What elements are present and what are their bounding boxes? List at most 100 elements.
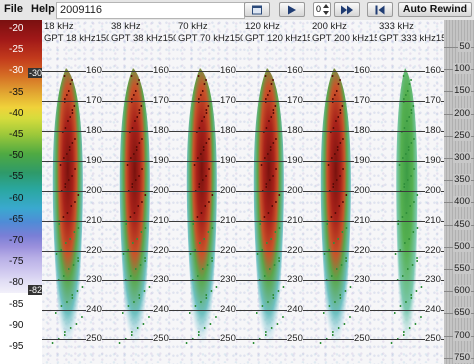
depth-label: 250: [354, 333, 370, 344]
axis-label: 650: [453, 307, 471, 319]
depth-line: [310, 310, 377, 311]
depth-line: [42, 161, 109, 162]
depth-label: 250: [153, 333, 169, 344]
color-scale-lower-marker[interactable]: -82: [28, 285, 44, 295]
axis-label: 100: [453, 63, 471, 75]
depth-line: [310, 191, 377, 192]
color-scale-label: -60: [9, 192, 24, 204]
color-scale-label: -40: [9, 107, 24, 119]
fish-school-echo: [319, 68, 352, 360]
depth-label: 160: [354, 65, 370, 76]
color-scale: -20 -25 -30 -35 -40 -45 -50 -55 -60 -65 -70 -75 -80-…: [0, 20, 44, 364]
axis-label: 300: [453, 152, 471, 163]
depth-label: 200: [354, 185, 370, 196]
depth-label: 230: [354, 274, 370, 285]
depth-label: 160: [287, 65, 303, 76]
stepper-value: 0: [316, 4, 322, 14]
depth-line: [176, 339, 243, 340]
color-scale-label: -80: [9, 277, 24, 289]
depth-line: [109, 339, 176, 340]
axis-label: 150: [453, 85, 471, 97]
depth-label: 200: [425, 185, 441, 196]
depth-line: [109, 131, 176, 132]
file-menu[interactable]: File: [4, 3, 23, 15]
axis-label: 750: [453, 351, 471, 363]
panel-transducer-label: GPT 70 kHz150: [178, 33, 244, 44]
depth-line: [42, 101, 109, 102]
color-scale-label: -30: [9, 65, 24, 77]
depth-label: 240: [287, 304, 303, 315]
depth-label: 170: [287, 95, 303, 106]
depth-line: [243, 251, 310, 252]
echogram-panel[interactable]: 160170180190200210220230240250260333 kHz…: [377, 20, 445, 364]
depth-label: 170: [220, 95, 236, 106]
axis-label: 550: [453, 263, 471, 274]
auto-rewind-button[interactable]: Auto Rewind: [398, 2, 472, 17]
echogram-panel[interactable]: 16017018019020021022023024025026018 kHzG…: [42, 20, 110, 364]
fish-school-echo: [252, 68, 285, 360]
echogram-panel[interactable]: 160170180190200210220230240250260120 kHz…: [243, 20, 311, 364]
fish-school-echo: [51, 68, 84, 360]
echogram-panel[interactable]: 160170180190200210220230240250260200 kHz…: [310, 20, 378, 364]
depth-line: [310, 251, 377, 252]
depth-line: [42, 221, 109, 222]
depth-label: 230: [425, 274, 441, 285]
depth-label: 180: [220, 125, 236, 136]
depth-line: [310, 221, 377, 222]
depth-line: [176, 251, 243, 252]
color-scale-label: -90: [9, 319, 24, 331]
depth-label: 200: [86, 185, 102, 196]
color-scale-upper-marker[interactable]: -30: [28, 68, 44, 78]
depth-label: 230: [86, 274, 102, 285]
window-mode-button[interactable]: [244, 2, 270, 17]
play-button[interactable]: [279, 2, 305, 17]
color-scale-label: -20: [9, 23, 24, 34]
depth-label: 230: [153, 274, 169, 285]
panel-frequency-title: 120 kHz: [245, 21, 280, 32]
depth-line: [109, 191, 176, 192]
depth-line: [243, 161, 310, 162]
depth-line: [243, 280, 310, 281]
step-back-button[interactable]: [367, 2, 393, 17]
depth-label: 170: [425, 95, 441, 106]
depth-label: 160: [220, 65, 236, 76]
depth-label: 160: [425, 65, 441, 76]
axis-label: 500: [453, 240, 471, 252]
depth-label: 250: [425, 333, 441, 344]
depth-label: 210: [86, 215, 102, 226]
depth-line: [109, 161, 176, 162]
file-name-field[interactable]: 2009116: [56, 2, 245, 19]
depth-label: 170: [354, 95, 370, 106]
axis-label: 400: [453, 196, 471, 208]
fast-forward-button[interactable]: [334, 2, 360, 17]
axis-label: 250: [453, 129, 471, 141]
color-scale-label: -70: [9, 235, 24, 246]
depth-line: [377, 221, 444, 222]
help-menu[interactable]: Help: [31, 3, 55, 15]
depth-line: [42, 310, 109, 311]
depth-line: [109, 101, 176, 102]
depth-line: [109, 71, 176, 72]
spin-arrows-icon[interactable]: [323, 4, 329, 15]
step-count-stepper[interactable]: 0: [313, 2, 331, 17]
axis-label: 600: [453, 285, 471, 297]
panel-frequency-title: 38 kHz: [111, 21, 141, 32]
depth-line: [243, 221, 310, 222]
echogram-panel[interactable]: 16017018019020021022023024025026038 kHzG…: [109, 20, 177, 364]
depth-label: 180: [425, 125, 441, 136]
panel-frequency-title: 333 kHz: [379, 21, 414, 32]
depth-line: [109, 221, 176, 222]
depth-label: 240: [86, 304, 102, 315]
echogram-panel[interactable]: 16017018019020021022023024025026070 kHzG…: [176, 20, 244, 364]
axis-label: 50: [458, 41, 471, 52]
color-scale-label: -65: [9, 213, 24, 225]
depth-line: [243, 131, 310, 132]
depth-line: [377, 251, 444, 252]
panel-transducer-label: GPT 200 kHz150: [312, 33, 378, 44]
depth-label: 250: [287, 333, 303, 344]
panel-transducer-label: GPT 38 kHz150: [111, 33, 177, 44]
depth-line: [176, 191, 243, 192]
depth-label: 190: [425, 155, 441, 166]
depth-line: [310, 71, 377, 72]
color-scale-label: -95: [9, 341, 24, 352]
